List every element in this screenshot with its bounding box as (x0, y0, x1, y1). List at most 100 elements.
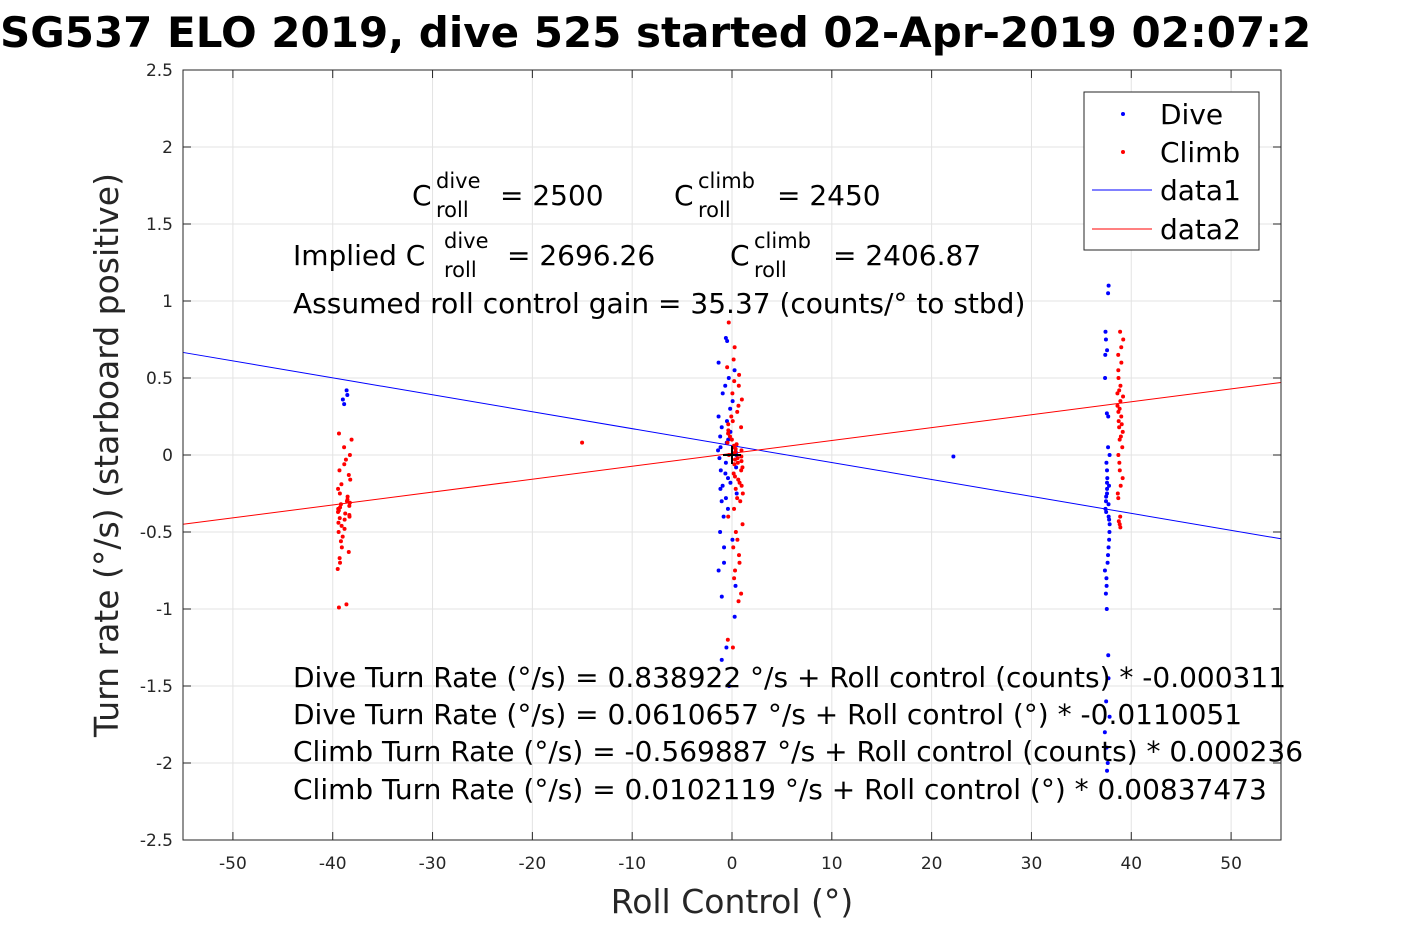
climb-point (731, 471, 736, 476)
dive-point (1104, 576, 1109, 581)
climb-point (736, 477, 741, 482)
legend-dive-label: Dive (1160, 98, 1223, 131)
climb-point (1117, 460, 1122, 465)
x-tick-label: 0 (727, 854, 738, 874)
climb-point (740, 522, 745, 527)
climb-point (725, 637, 730, 642)
climb-point (1117, 437, 1122, 442)
climb-point (347, 453, 352, 457)
climb-point (342, 517, 347, 522)
climb-point (739, 448, 744, 453)
dive-point (724, 419, 729, 424)
climb-point (1118, 434, 1123, 439)
climb-point (732, 379, 737, 384)
climb-point (730, 419, 735, 424)
dive-point (1107, 453, 1112, 457)
dive-point (716, 360, 721, 365)
climb-point (726, 320, 731, 325)
dive-point (734, 465, 739, 470)
dive-point (718, 486, 723, 491)
c-roll-dive-annotation: C dive roll = 2500 (412, 169, 604, 222)
dive-point (1104, 745, 1109, 750)
dive-point (1106, 283, 1111, 288)
x-tick-label: 50 (1220, 854, 1242, 874)
origin-cross-marker (723, 446, 741, 464)
x-tick-label: 40 (1120, 854, 1142, 874)
climb-point (336, 520, 341, 525)
x-tick-label: -30 (419, 854, 447, 874)
climb-point (738, 499, 743, 504)
climb-point (347, 514, 352, 519)
climb-point (726, 428, 731, 433)
climb-point (344, 602, 349, 607)
implied-dive-value: = 2696.26 (507, 239, 655, 272)
climb-point (1116, 368, 1121, 373)
climb-point (340, 534, 345, 539)
climb-point (1117, 388, 1122, 393)
climb-point (1119, 345, 1124, 350)
dive-point (718, 434, 723, 439)
legend-data1-label: data1 (1160, 174, 1241, 207)
climb-point (1116, 419, 1121, 424)
dive-point (733, 583, 738, 588)
dive-point (1106, 291, 1111, 296)
dive-point (734, 491, 739, 496)
climb-point (739, 591, 744, 596)
dive-point (727, 684, 732, 688)
legend-climb-marker (1121, 150, 1125, 154)
climb-point (1118, 383, 1123, 388)
dive-point (722, 560, 727, 565)
climb-point (339, 545, 344, 550)
c-roll-climb-value: = 2450 (777, 179, 881, 212)
climb-point (1116, 453, 1121, 457)
climb-point (731, 545, 736, 550)
climb-point (1116, 519, 1121, 524)
climb-point (739, 459, 744, 464)
climb-point (336, 530, 341, 534)
chart-title: SG537 ELO 2019, dive 525 started 02-Apr-… (0, 8, 1311, 57)
climb-point (347, 500, 352, 505)
climb-point (731, 357, 736, 362)
implied-climb-subscript: roll (754, 258, 787, 282)
legend-dive-marker (1121, 112, 1125, 116)
c-roll-climb-superscript: climb (698, 169, 755, 193)
dive-point (342, 402, 347, 407)
dive-point (1107, 522, 1112, 527)
climb-point (335, 566, 340, 571)
climb-point (1117, 468, 1122, 473)
dive-point (716, 448, 721, 453)
dive-point (722, 545, 727, 550)
climb-point (337, 516, 342, 521)
x-tick-label: 10 (821, 854, 843, 874)
climb-point (343, 511, 348, 516)
climb-point (736, 383, 741, 388)
dive-point (1106, 545, 1111, 550)
y-tick-label: 1 (162, 292, 173, 312)
climb-point (739, 468, 744, 473)
climb-point (736, 599, 741, 604)
y-tick-label: 2.5 (146, 61, 173, 81)
dive-point (1103, 352, 1108, 357)
climb-point (1121, 337, 1126, 342)
implied-c-roll-dive-label: Implied C (293, 239, 425, 272)
climb-point (732, 457, 737, 462)
dive-point (1102, 568, 1107, 573)
dive-point (1103, 506, 1108, 511)
y-tick-label: 0 (162, 446, 173, 466)
legend-climb-label: Climb (1160, 136, 1240, 169)
implied-climb-superscript: climb (754, 229, 811, 253)
dive-point (723, 383, 728, 388)
c-roll-dive-subscript: roll (436, 198, 469, 222)
dive-point (1106, 676, 1111, 681)
climb-point (729, 437, 734, 442)
climb-point (732, 462, 737, 467)
climb-point (726, 514, 731, 519)
y-tick-label: 1.5 (146, 215, 173, 235)
climb-point (739, 397, 744, 402)
fit-equation-dive-counts: Dive Turn Rate (°/s) = 0.838922 °/s + Ro… (293, 661, 1286, 694)
dive-point (1103, 591, 1108, 596)
dive-point (1105, 491, 1110, 496)
y-tick-label: 0.5 (146, 369, 173, 389)
